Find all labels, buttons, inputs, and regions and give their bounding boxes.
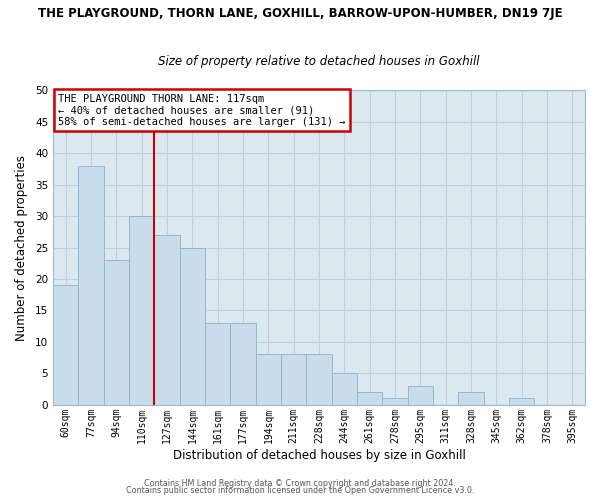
Bar xyxy=(129,216,154,404)
Bar xyxy=(256,354,281,405)
Bar xyxy=(357,392,382,404)
Bar xyxy=(307,354,332,405)
Bar xyxy=(407,386,433,404)
Bar xyxy=(79,166,104,404)
Bar xyxy=(332,373,357,404)
Bar xyxy=(230,323,256,404)
Bar xyxy=(154,235,180,404)
Bar xyxy=(281,354,307,405)
Text: Contains public sector information licensed under the Open Government Licence v3: Contains public sector information licen… xyxy=(126,486,474,495)
Bar xyxy=(180,248,205,404)
Bar xyxy=(509,398,535,404)
X-axis label: Distribution of detached houses by size in Goxhill: Distribution of detached houses by size … xyxy=(173,450,466,462)
Bar xyxy=(104,260,129,404)
Y-axis label: Number of detached properties: Number of detached properties xyxy=(15,154,28,340)
Text: THE PLAYGROUND, THORN LANE, GOXHILL, BARROW-UPON-HUMBER, DN19 7JE: THE PLAYGROUND, THORN LANE, GOXHILL, BAR… xyxy=(38,8,562,20)
Bar xyxy=(205,323,230,404)
Bar xyxy=(458,392,484,404)
Bar xyxy=(53,285,79,405)
Text: THE PLAYGROUND THORN LANE: 117sqm
← 40% of detached houses are smaller (91)
58% : THE PLAYGROUND THORN LANE: 117sqm ← 40% … xyxy=(58,94,346,127)
Title: Size of property relative to detached houses in Goxhill: Size of property relative to detached ho… xyxy=(158,56,480,68)
Text: Contains HM Land Registry data © Crown copyright and database right 2024.: Contains HM Land Registry data © Crown c… xyxy=(144,478,456,488)
Bar xyxy=(382,398,407,404)
